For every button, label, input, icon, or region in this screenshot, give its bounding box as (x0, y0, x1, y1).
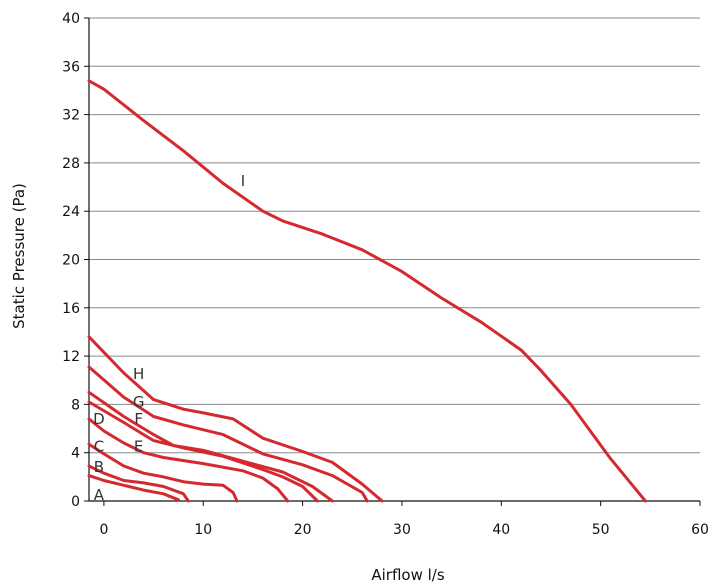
y-tick-16: 16 (62, 301, 80, 317)
series-line-G (87, 365, 369, 503)
series-line-D (87, 417, 290, 503)
x-tick-labels: 0 10 20 30 40 50 60 (99, 501, 709, 538)
series-label-I: I (241, 172, 245, 190)
series-label-H: H (133, 365, 144, 383)
y-tick-4: 4 (71, 446, 80, 462)
series-line-A (87, 474, 180, 502)
series-lines (87, 79, 647, 503)
series-label-B: B (94, 458, 104, 476)
x-tick-0: 0 (99, 522, 108, 538)
series-label-E: E (134, 438, 143, 456)
series-label-G: G (133, 393, 145, 411)
grid-lines (89, 17, 700, 454)
y-tick-0: 0 (71, 494, 80, 510)
series-line-I (87, 79, 647, 503)
y-tick-8: 8 (71, 397, 80, 413)
y-tick-20: 20 (62, 253, 80, 269)
series-line-C (87, 442, 239, 503)
series-label-F: F (134, 410, 143, 428)
x-tick-60: 60 (691, 522, 709, 538)
y-axis-title: Static Pressure (Pa) (10, 183, 28, 329)
y-tick-40: 40 (62, 11, 80, 27)
x-tick-30: 30 (393, 522, 411, 538)
x-axis-title: Airflow l/s (371, 566, 444, 584)
y-tick-28: 28 (62, 156, 80, 172)
x-tick-20: 20 (294, 522, 312, 538)
y-tick-36: 36 (62, 59, 80, 75)
series-label-D: D (93, 410, 105, 428)
series-line-H (87, 335, 384, 503)
series-line-F (87, 390, 334, 503)
y-tick-24: 24 (62, 204, 80, 220)
series-label-C: C (94, 438, 104, 456)
series-line-B (87, 464, 190, 503)
y-tick-12: 12 (62, 349, 80, 365)
x-tick-10: 10 (194, 522, 212, 538)
y-tick-32: 32 (62, 108, 80, 124)
series-label-A: A (94, 486, 105, 504)
x-tick-40: 40 (492, 522, 510, 538)
y-tick-labels: 0 4 8 12 16 20 24 28 32 36 40 (62, 11, 89, 510)
x-tick-50: 50 (592, 522, 610, 538)
